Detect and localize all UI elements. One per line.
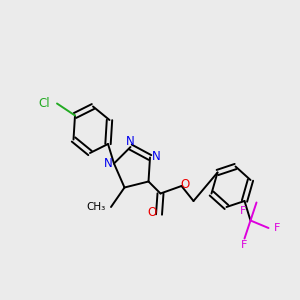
Text: F: F — [241, 240, 248, 250]
Text: O: O — [181, 178, 190, 191]
Text: F: F — [274, 223, 280, 233]
Text: N: N — [104, 157, 113, 170]
Text: CH₃: CH₃ — [86, 202, 106, 212]
Text: F: F — [240, 206, 246, 217]
Text: O: O — [147, 206, 156, 220]
Text: N: N — [152, 149, 161, 163]
Text: Cl: Cl — [39, 97, 50, 110]
Text: N: N — [126, 135, 135, 148]
